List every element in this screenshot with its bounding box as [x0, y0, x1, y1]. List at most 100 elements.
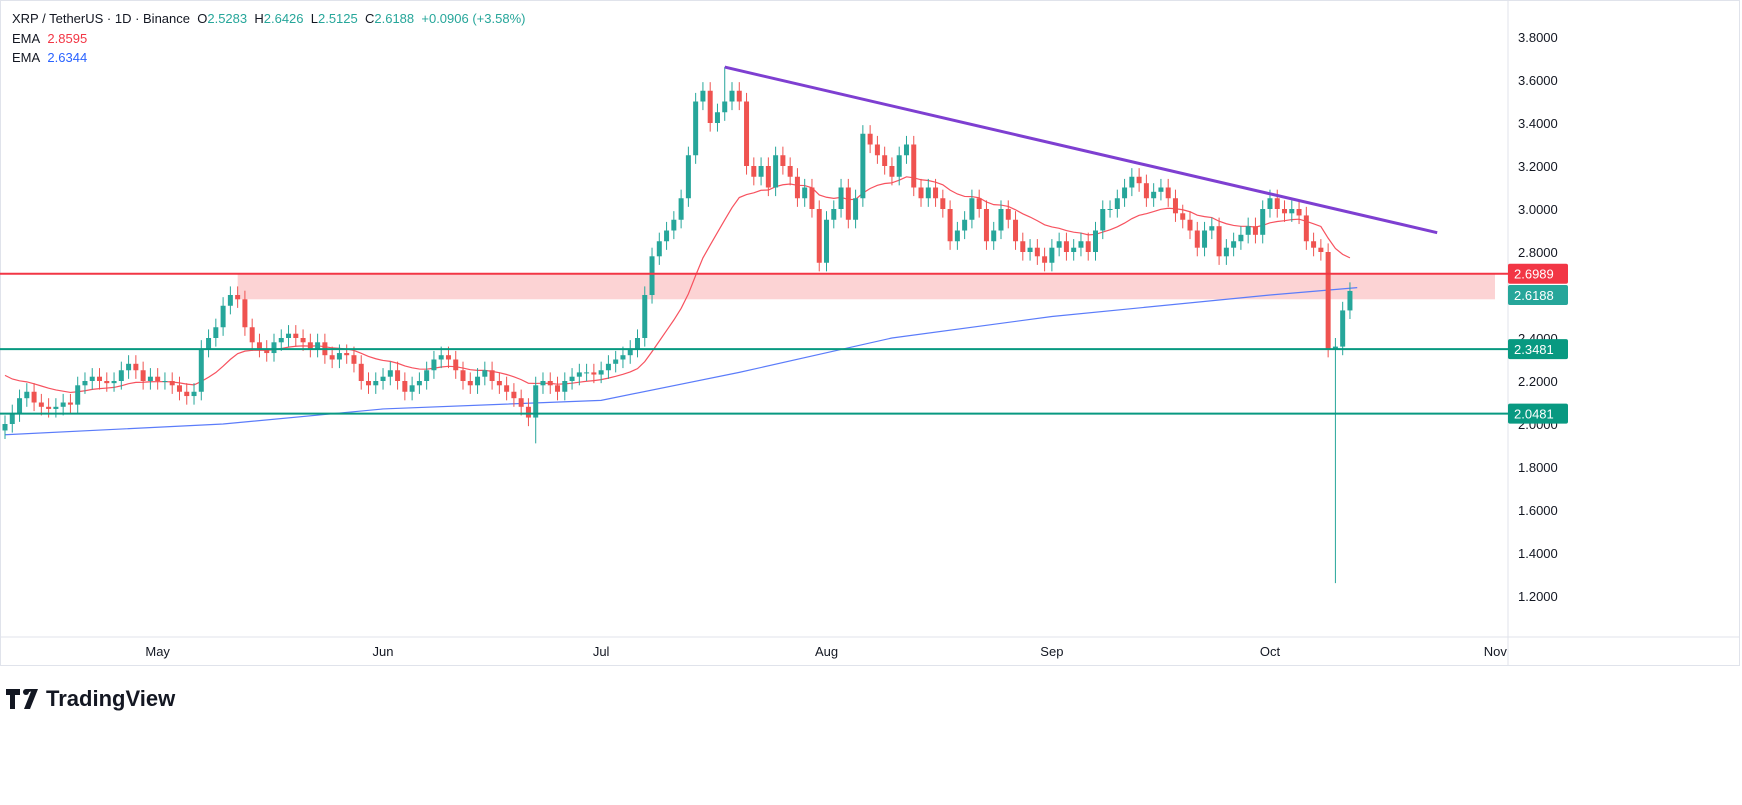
candle-body: [191, 391, 197, 397]
price-tick-label: 3.2000: [1518, 159, 1558, 174]
candle-body: [634, 338, 640, 349]
ema-slow-label: EMA: [12, 50, 41, 65]
candle-body: [300, 338, 306, 343]
candle-body: [518, 398, 524, 407]
candle-body: [1318, 247, 1324, 252]
candle-body: [933, 187, 939, 199]
candle-body: [235, 295, 241, 300]
candle-body: [780, 155, 786, 166]
support-price-label: 2.0481: [1514, 407, 1554, 422]
candle-body: [38, 402, 44, 407]
candle-body: [1172, 198, 1178, 214]
candle-body: [344, 353, 350, 356]
candle-body: [1202, 230, 1208, 248]
candle-body: [307, 342, 313, 349]
candle-body: [1282, 209, 1288, 214]
brand-name: TradingView: [46, 686, 176, 711]
candle-body: [1347, 290, 1353, 311]
time-tick-label: Nov: [1484, 644, 1508, 659]
candle-body: [395, 370, 401, 381]
candle-body: [525, 406, 531, 418]
candle-body: [1267, 198, 1273, 209]
candle-body: [445, 355, 451, 360]
price-chart[interactable]: 3.80003.60003.40003.20003.00002.80002.40…: [0, 0, 1742, 680]
candle-body: [860, 133, 866, 199]
candle-body: [1005, 209, 1011, 220]
candle-body: [1122, 187, 1128, 199]
candle-body: [1194, 230, 1200, 248]
candle-body: [467, 381, 473, 386]
candle-body: [482, 370, 488, 377]
ema-fast-line: [4, 176, 1351, 394]
time-tick-label: Jun: [373, 644, 394, 659]
candle-body: [562, 381, 568, 392]
candle-body: [874, 144, 880, 156]
candle-body: [227, 295, 233, 306]
candle-body: [2, 424, 8, 431]
candle-body: [584, 372, 590, 374]
tradingview-logo[interactable]: TradingView: [6, 686, 175, 712]
candle-body: [540, 381, 546, 386]
candle-body: [656, 241, 662, 257]
candle-body: [155, 376, 161, 381]
candle-body: [162, 381, 168, 382]
candle-body: [649, 256, 655, 295]
time-tick-label: May: [145, 644, 170, 659]
candle-body: [366, 381, 371, 386]
candle-body: [1107, 209, 1113, 210]
candle-body: [1296, 209, 1302, 216]
candle-body: [264, 348, 270, 354]
time-tick-label: Jul: [593, 644, 610, 659]
candle-body: [1158, 187, 1164, 192]
last-price-badge: [1508, 284, 1568, 305]
candle-body: [693, 101, 699, 156]
candle-body: [1020, 241, 1026, 252]
candle-body: [838, 187, 844, 209]
candle-body: [722, 101, 728, 113]
candle-body: [278, 338, 284, 343]
ema-fast-legend[interactable]: EMA 2.8595: [12, 31, 87, 46]
ema-slow-legend[interactable]: EMA 2.6344: [12, 50, 87, 65]
candle-body: [213, 327, 219, 338]
chart-frame: [0, 0, 1740, 666]
candle-body: [954, 230, 960, 242]
candle-body: [1114, 198, 1120, 209]
candle-body: [882, 155, 888, 166]
candle-body: [1238, 234, 1244, 242]
candle-body: [271, 342, 277, 354]
candle-body: [17, 398, 23, 414]
candle-body: [402, 381, 408, 392]
high-label: H: [254, 11, 264, 26]
candle-body: [620, 355, 626, 360]
candle-body: [1289, 209, 1295, 214]
candle-body: [940, 198, 946, 209]
candle-body: [824, 219, 830, 263]
candle-body: [831, 209, 837, 220]
candle-body: [82, 381, 88, 386]
price-tick-label: 1.8000: [1518, 460, 1558, 475]
price-tick-label: 1.4000: [1518, 546, 1558, 561]
candle-body: [918, 187, 924, 199]
candle-body: [111, 381, 117, 384]
candle-body: [1252, 226, 1258, 235]
candle-body: [329, 355, 335, 360]
candle-body: [613, 359, 619, 364]
candle-body: [700, 90, 706, 102]
candle-body: [1231, 241, 1237, 248]
candle-body: [845, 187, 851, 220]
candle-body: [809, 187, 815, 209]
symbol-title[interactable]: XRP / TetherUS · 1D · Binance: [12, 11, 190, 26]
candle-body: [853, 198, 859, 220]
price-tick-label: 3.8000: [1518, 30, 1558, 45]
candle-body: [605, 363, 611, 371]
candle-body: [89, 376, 95, 381]
candle-body: [1274, 198, 1280, 209]
candle-body: [453, 359, 459, 371]
candle-body: [903, 144, 909, 156]
candle-body: [896, 155, 902, 177]
candle-body: [1027, 247, 1033, 252]
candle-body: [1151, 191, 1157, 199]
candle-body: [569, 376, 575, 381]
symbol-legend: XRP / TetherUS · 1D · Binance O2.5283 H2…: [12, 11, 525, 26]
